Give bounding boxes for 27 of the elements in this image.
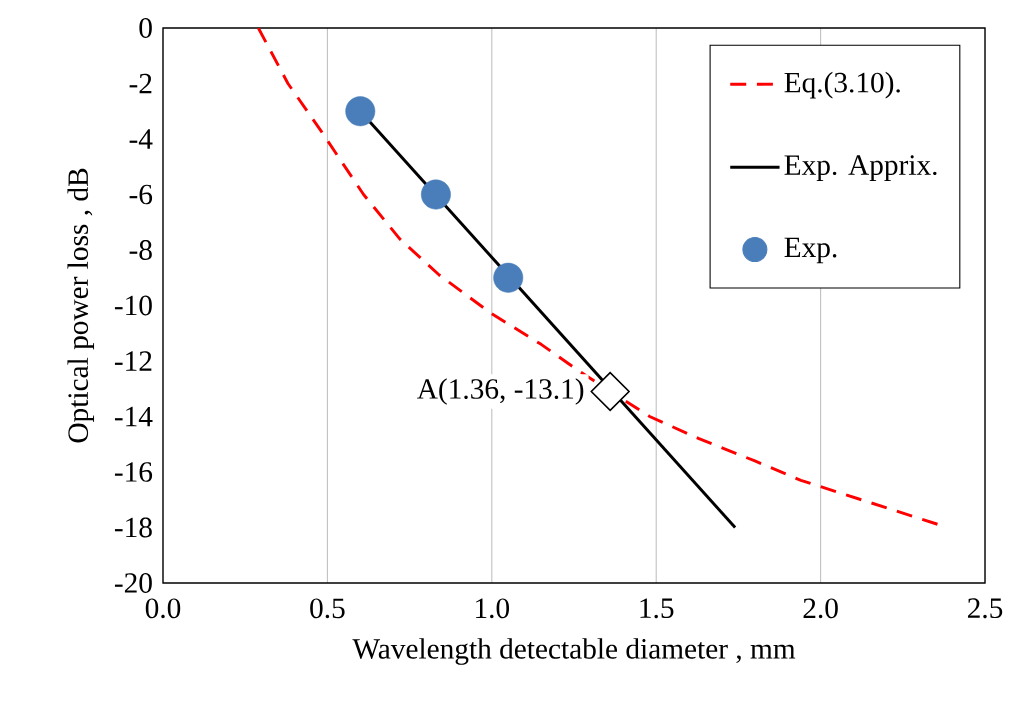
y-tick-label: -6 <box>129 184 153 205</box>
legend-label: Exp. Apprix. <box>784 155 937 181</box>
y-tick-label: -8 <box>129 240 152 260</box>
x-tick-label: 1.0 <box>476 598 510 619</box>
y-tick-label: -12 <box>114 351 152 371</box>
y-tick-label: 0 <box>139 18 152 38</box>
x-axis-title: Wavelength detectable diameter , mm <box>352 638 796 665</box>
legend-label: Exp. <box>784 237 837 264</box>
annotation: A(1.36, -13.1) <box>417 378 584 405</box>
y-tick-label: -2 <box>129 73 152 94</box>
y-tick-label: -16 <box>114 462 153 482</box>
point <box>420 179 451 210</box>
x-tick-label: 1.5 <box>640 598 674 619</box>
x-tick-label: 2.5 <box>967 598 1003 619</box>
y-tick-label: -18 <box>114 517 152 538</box>
y-tick-label: -10 <box>114 295 152 316</box>
y-tick-label: -14 <box>114 406 153 427</box>
y-tick-label: -4 <box>129 129 153 149</box>
x-tick-label: 0.0 <box>145 598 181 619</box>
y-axis-title: Optical power loss , dB <box>67 168 95 443</box>
y-tick-label: -20 <box>114 573 152 593</box>
line-series <box>256 28 941 527</box>
x-tick-label: 0.5 <box>310 598 345 619</box>
x-tick-label: 2.0 <box>803 598 838 619</box>
legend-label: Eq.(3.10). <box>784 71 900 99</box>
point <box>493 262 524 293</box>
point <box>345 96 376 127</box>
